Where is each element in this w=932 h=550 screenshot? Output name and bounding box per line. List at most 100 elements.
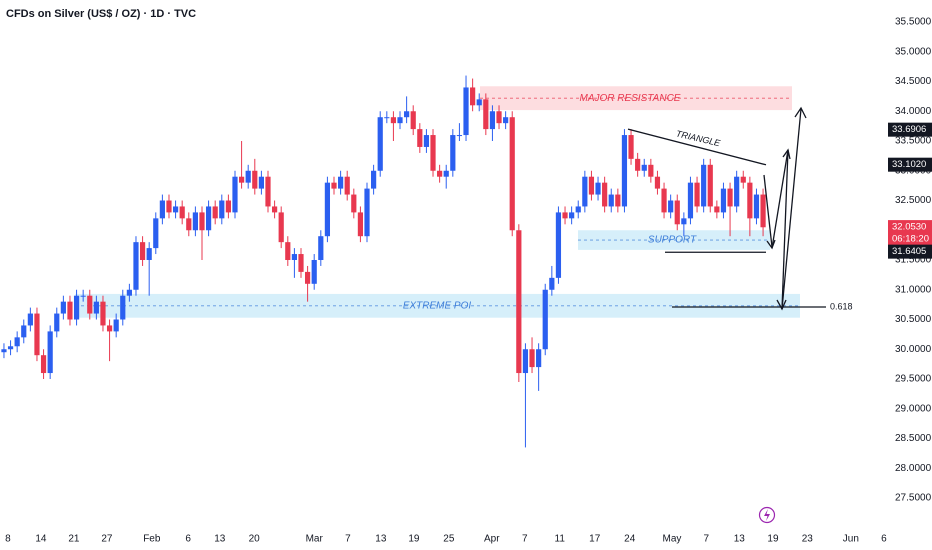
y-tick-label: 30.0000 (895, 344, 932, 355)
candle-body (120, 295, 126, 320)
candle-body (536, 349, 542, 368)
price-tag (888, 122, 932, 137)
candle-body (27, 313, 33, 326)
candle-body (106, 325, 113, 332)
zone-label: MAJOR RESISTANCE (580, 93, 681, 104)
candle-body (734, 176, 740, 207)
candle-body (483, 99, 489, 130)
candle-body (47, 331, 53, 374)
candle-body (720, 188, 727, 213)
x-tick-label: 27 (101, 534, 113, 545)
candle-body (113, 319, 119, 332)
candle-body (555, 212, 562, 278)
price-tag (888, 157, 932, 172)
candle-body (648, 164, 654, 177)
x-tick-label: 19 (408, 534, 420, 545)
candle-body (404, 111, 410, 118)
candle-body (542, 289, 548, 350)
zone-label: SUPPORT (648, 235, 697, 246)
y-tick-label: 29.5000 (895, 374, 932, 385)
candle-body (232, 176, 238, 213)
candle-body (371, 170, 377, 189)
price-tag-label: 33.1020 (892, 159, 926, 170)
candle-body (291, 254, 298, 260)
candle-body (509, 117, 515, 231)
candle-body (278, 212, 284, 243)
candle-body (14, 337, 20, 347)
y-tick-label: 33.5000 (895, 136, 932, 147)
candle-body (192, 212, 198, 231)
candle-body (569, 212, 575, 219)
candle-body (172, 206, 179, 213)
y-tick-label: 30.5000 (895, 314, 932, 325)
candle-body (470, 87, 476, 106)
candle-body (179, 206, 185, 219)
candle-body (621, 135, 628, 207)
price-tag-label: 32.0530 (892, 222, 926, 233)
candle-body (338, 176, 344, 189)
x-tick-label: 25 (443, 534, 455, 545)
icon-bolt[interactable] (764, 509, 770, 521)
price-tag (888, 220, 932, 247)
candle-body (7, 346, 14, 350)
x-tick-label: 17 (589, 534, 601, 545)
x-tick-label: 11 (555, 534, 566, 545)
triangle-upper (627, 128, 767, 166)
y-tick-label: 29.0000 (895, 403, 932, 414)
candle-body (298, 254, 304, 272)
candle-body (760, 194, 766, 228)
candle-body (305, 271, 311, 284)
icon-ring[interactable] (758, 506, 776, 524)
y-tick-label: 35.5000 (895, 17, 932, 28)
candle-body (153, 218, 159, 249)
candle-body (344, 176, 350, 195)
candle-body (146, 248, 152, 260)
y-tick-label: 32.5000 (895, 195, 932, 206)
x-tick-label: Mar (306, 534, 324, 545)
y-tick-label: 27.5000 (895, 493, 932, 504)
candle-body (476, 99, 482, 106)
candle-body (575, 206, 581, 213)
candle-body (430, 135, 436, 171)
candle-body (252, 170, 258, 189)
arrow-head (794, 106, 807, 119)
candle-body (166, 200, 172, 213)
candle-body (364, 188, 370, 237)
alert-icon[interactable] (758, 506, 776, 524)
y-tick-label: 34.5000 (895, 76, 932, 87)
candle-body (615, 194, 621, 207)
y-tick-label: 31.0000 (895, 284, 932, 295)
x-tick-label: 20 (249, 534, 261, 545)
candle-body (516, 230, 522, 374)
candle-body (423, 135, 430, 147)
x-tick-label: 13 (734, 534, 746, 545)
candle-body (21, 325, 27, 338)
candle-body (324, 182, 331, 237)
x-tick-label: 7 (522, 534, 528, 545)
candle-body (595, 182, 601, 195)
candle-body (265, 176, 271, 207)
candle-body (331, 182, 337, 189)
projection-arrows (763, 106, 807, 311)
arrow-line (781, 149, 789, 310)
x-tick-label: Feb (143, 534, 161, 545)
candle-body (67, 301, 73, 320)
candle-body (654, 176, 661, 189)
candle-body (212, 206, 218, 219)
candle-body (159, 200, 165, 219)
candle-body (489, 111, 496, 130)
candle-body (456, 135, 463, 137)
candle-body (54, 313, 60, 332)
candle-body (205, 206, 212, 231)
candle-body (258, 176, 264, 189)
candle-body (694, 182, 700, 207)
candle-body (714, 206, 720, 213)
arrow-line (781, 108, 802, 310)
candle-body (80, 295, 86, 297)
candle-body (727, 188, 733, 207)
x-tick-label: 13 (375, 534, 387, 545)
x-tick-label: 6 (881, 534, 887, 545)
candle-body (397, 117, 403, 124)
candle-body (133, 242, 139, 290)
